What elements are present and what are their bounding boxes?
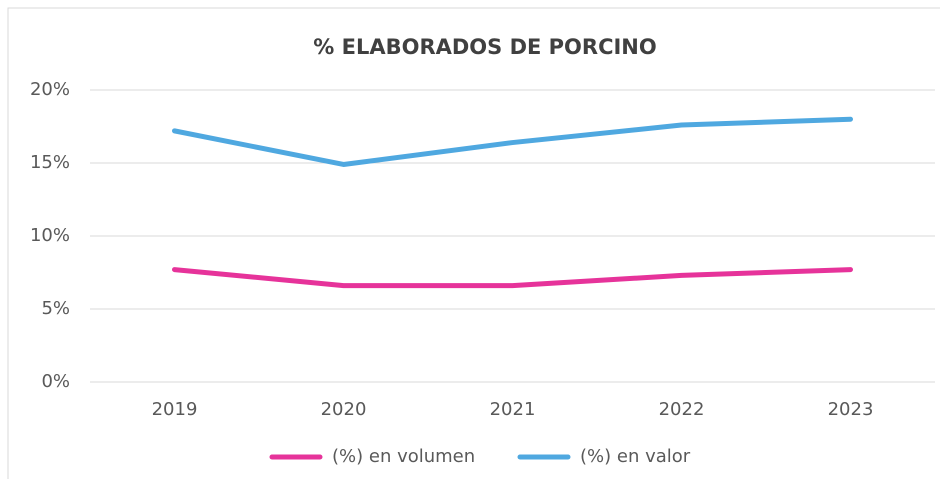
x-tick-label: 2020 [321, 399, 367, 420]
x-tick-label: 2023 [828, 399, 874, 420]
y-tick-label: 20% [30, 79, 70, 100]
line-series [172, 267, 853, 289]
x-tick-label: 2021 [490, 399, 536, 420]
y-tick-label: 15% [30, 152, 70, 173]
chart-title: % ELABORADOS DE PORCINO [313, 35, 657, 59]
line-series [172, 116, 853, 167]
y-tick-label: 0% [41, 371, 70, 392]
legend-label: (%) en volumen [332, 446, 475, 467]
legend-label: (%) en valor [580, 446, 691, 467]
y-tick-label: 10% [30, 225, 70, 246]
chart-frame [7, 7, 940, 479]
y-tick-label: 5% [41, 298, 70, 319]
x-tick-label: 2019 [152, 399, 198, 420]
x-tick-label: 2022 [659, 399, 705, 420]
